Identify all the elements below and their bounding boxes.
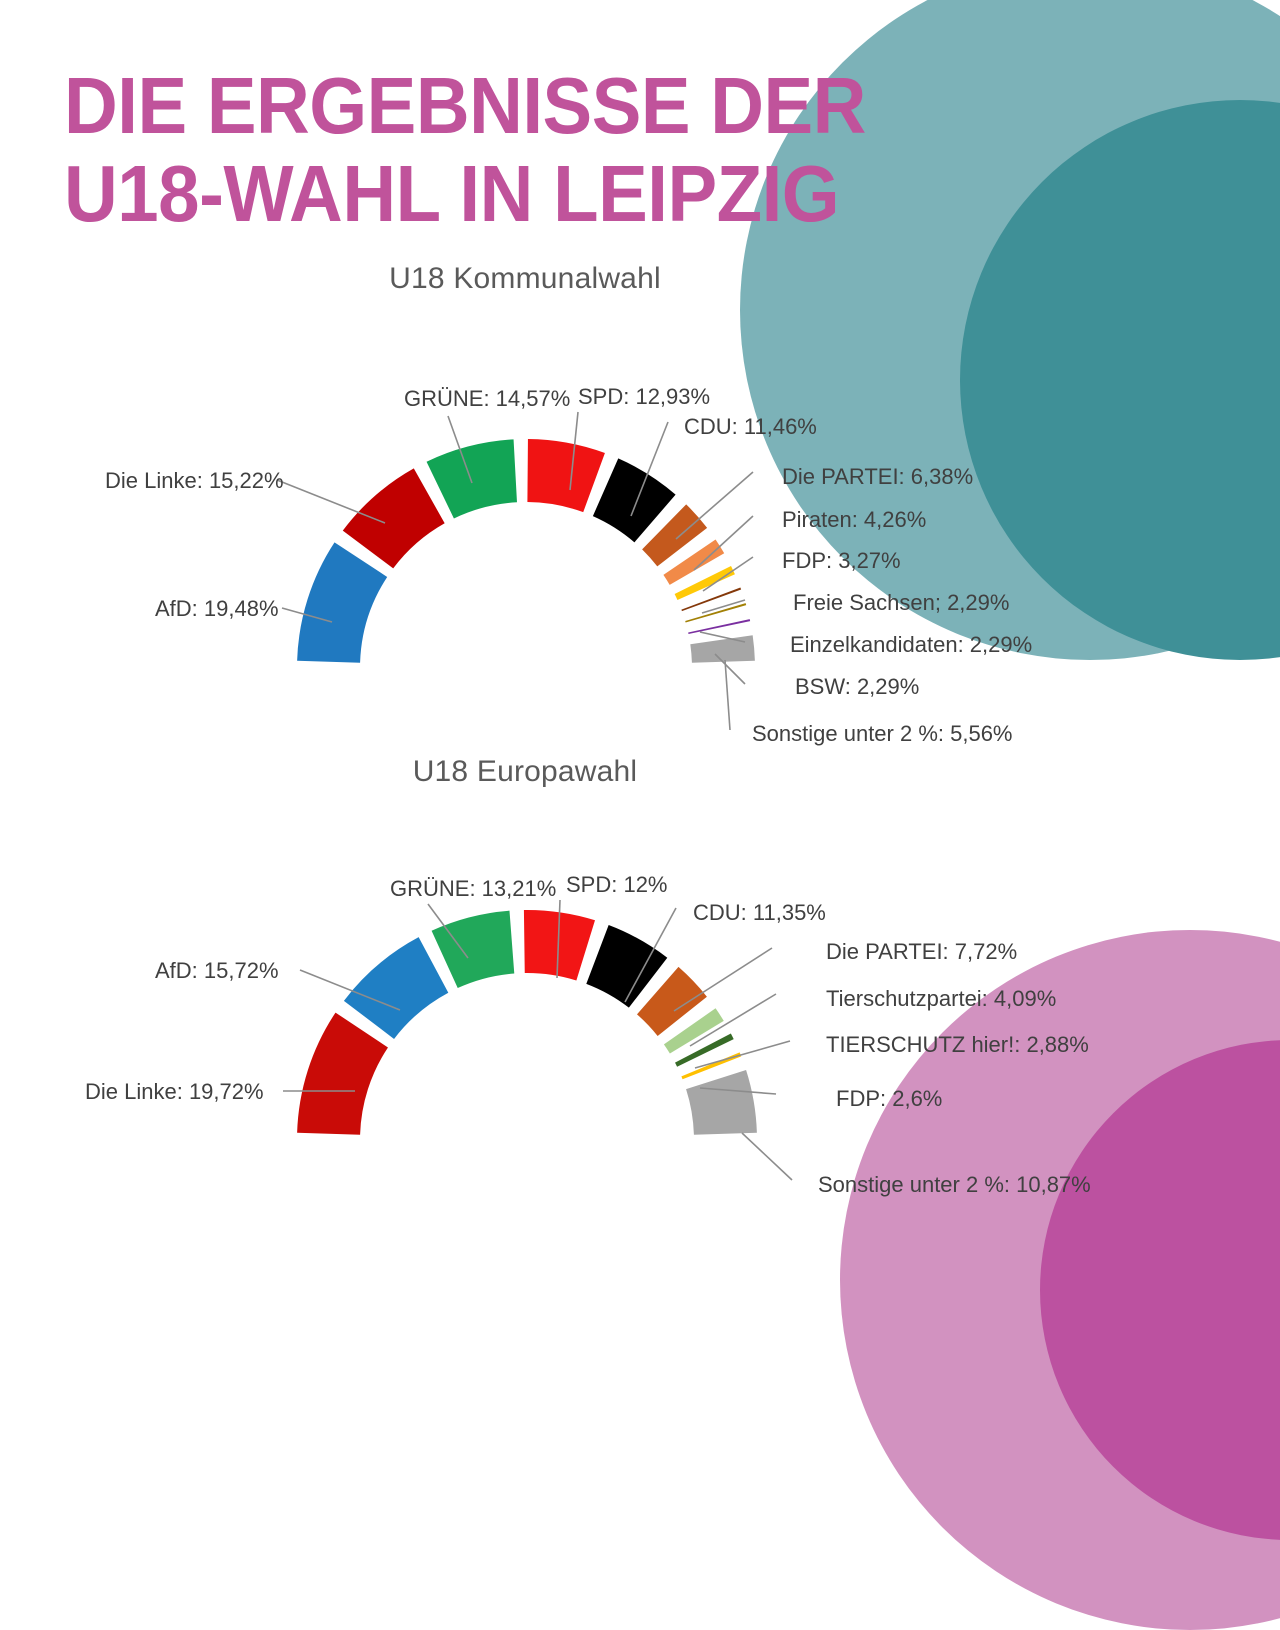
donut-segment[interactable] [636,966,707,1036]
page-title-line-2: U18-WAHL IN LEIPZIG [64,149,840,238]
donut-segment[interactable] [681,587,742,612]
callout-label: GRÜNE: 13,21% [390,876,556,901]
callout-leader-line [299,969,401,1011]
callout-label: FDP: 2,6% [836,1086,942,1111]
callout-label: Sonstige unter 2 %: 5,56% [752,721,1013,746]
callout-label: Tierschutzpartei: 4,09% [826,986,1056,1011]
donut-segment[interactable] [297,1012,388,1135]
callout-leader-line [701,599,746,614]
donut-europawahl: Die Linke: 19,72% AfD: 15,72% GRÜNE: 13,21… [85,872,1091,1197]
donut-callouts: Die Linke: 19,72% AfD: 15,72% GRÜNE: 13,21… [85,872,1091,1197]
chart-europawahl-subtitle: U18 Europawahl [412,755,638,788]
callout-leader-line [630,421,669,517]
page-title: DIE ERGEBNISSE DER U18-WAHL IN LEIPZIG [64,62,944,238]
callout-leader-line [276,479,386,524]
callout-label: Einzelkandidaten: 2,29% [790,632,1032,657]
chart-kommunalwahl: U18 Kommunalwahl AfD: 19,48% Die Linke: 1… [0,262,1280,762]
callout-leader-line [702,556,754,592]
callout-label: Die PARTEI: 6,38% [782,464,973,489]
callout-leader-line [699,631,746,643]
donut-segment[interactable] [685,603,747,623]
callout-leader-line [699,1087,777,1095]
donut-segments [297,439,755,663]
donut-segment[interactable] [688,619,751,635]
callout-leader-line [624,907,677,1003]
callout-leader-line [427,903,469,959]
callout-label: CDU: 11,35% [693,900,826,925]
chart-kommunalwahl-canvas: AfD: 19,48% Die Linke: 15,22% GRÜNE: 14,57… [0,296,1280,776]
donut-segment[interactable] [592,458,676,543]
callout-leader-line [556,899,561,979]
donut-segment[interactable] [586,924,668,1008]
callout-label: Die Linke: 19,72% [85,1079,264,1104]
callout-label: SPD: 12% [566,872,668,897]
callout-leader-line [714,653,746,685]
callout-label: Sonstige unter 2 %: 10,87% [818,1172,1091,1197]
callout-label: SPD: 12,93% [578,384,710,409]
callout-label: Die PARTEI: 7,72% [826,939,1017,964]
donut-segments [297,910,757,1135]
donut-segment[interactable] [297,542,388,663]
donut-segment[interactable] [663,1008,724,1054]
callout-leader-line [447,415,473,484]
callout-leader-line [724,659,731,731]
donut-segment[interactable] [426,439,517,519]
callout-leader-line [694,1040,791,1069]
callout-label: CDU: 11,46% [684,414,817,439]
callout-leader-line [689,993,777,1047]
callout-leader-line [569,411,579,491]
donut-segment[interactable] [674,565,735,601]
donut-segment[interactable] [523,910,595,981]
callout-label: TIERSCHUTZ hier!: 2,88% [826,1032,1089,1057]
donut-segment[interactable] [663,539,725,585]
callout-label: Piraten: 4,26% [782,507,926,532]
donut-segment[interactable] [343,937,449,1039]
chart-europawahl: U18 Europawahl Die Linke: 19,72% AfD: 15,… [0,755,1280,1275]
donut-segment[interactable] [527,439,605,513]
callout-label: Die Linke: 15,22% [105,468,284,493]
callout-leader-line [675,471,754,540]
callout-label: AfD: 15,72% [155,958,279,983]
donut-segment[interactable] [686,1069,757,1135]
donut-segment[interactable] [675,1033,734,1067]
callout-label: FDP: 3,27% [782,548,901,573]
chart-europawahl-canvas: Die Linke: 19,72% AfD: 15,72% GRÜNE: 13,21… [0,789,1280,1279]
donut-callouts: AfD: 19,48% Die Linke: 15,22% GRÜNE: 14,57… [105,384,1032,746]
callout-leader-line [741,1132,793,1181]
chart-kommunalwahl-subtitle: U18 Kommunalwahl [389,262,661,295]
donut-segment[interactable] [431,910,515,989]
callout-leader-line [673,947,773,1012]
callout-leader-line [693,515,754,571]
donut-kommunalwahl: AfD: 19,48% Die Linke: 15,22% GRÜNE: 14,57… [105,384,1032,746]
callout-label: Freie Sachsen; 2,29% [793,590,1009,615]
callout-leader-line [281,607,333,623]
donut-segment[interactable] [342,468,445,569]
donut-segment[interactable] [690,635,755,663]
donut-segment[interactable] [642,504,708,567]
callout-label: BSW: 2,29% [795,674,919,699]
page-title-line-1: DIE ERGEBNISSE DER [64,61,866,150]
callout-label: GRÜNE: 14,57% [404,386,570,411]
callout-label: AfD: 19,48% [155,596,279,621]
